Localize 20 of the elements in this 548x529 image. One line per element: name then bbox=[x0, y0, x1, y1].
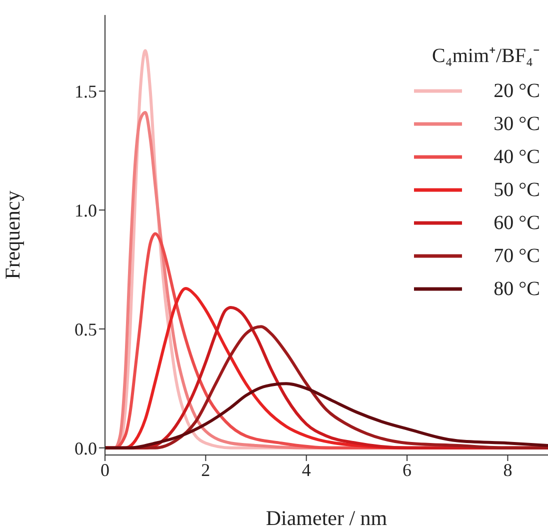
y-axis-title: Frequency bbox=[0, 190, 24, 280]
x-axis-title: Diameter / nm bbox=[266, 506, 388, 529]
legend-label: 50 °C bbox=[492, 178, 540, 200]
legend-label: 40 °C bbox=[492, 146, 540, 168]
x-tick-label: 2 bbox=[201, 460, 210, 480]
y-tick-label: 1.5 bbox=[74, 82, 97, 102]
x-tick-label: 4 bbox=[302, 460, 311, 480]
y-tick-label: 0.0 bbox=[74, 438, 97, 458]
legend-label: 20 °C bbox=[492, 80, 540, 102]
x-tick-label: 8 bbox=[503, 460, 512, 480]
y-tick-label: 1.0 bbox=[74, 200, 97, 220]
line-series bbox=[105, 382, 548, 450]
legend-label: 30 °C bbox=[492, 112, 540, 134]
x-tick-label: 6 bbox=[402, 460, 412, 480]
x-tick-label: 0 bbox=[100, 460, 110, 480]
y-tick-label: 0.5 bbox=[74, 319, 97, 340]
legend-label: 80 °C bbox=[492, 278, 540, 300]
legend-label: 60 °C bbox=[492, 212, 540, 234]
legend-title: C₄mim⁺/BF₄⁻ bbox=[431, 45, 540, 67]
legend-label: 70 °C bbox=[492, 244, 540, 266]
